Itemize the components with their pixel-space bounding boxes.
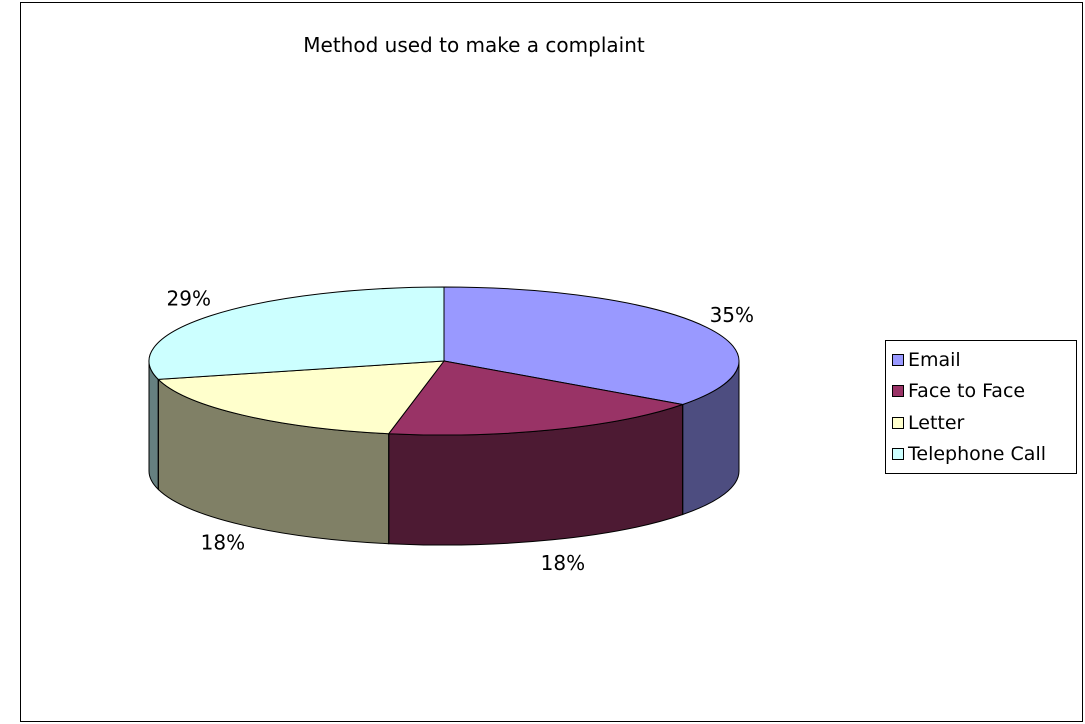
pie-slice-face-to-face [387,360,685,436]
pie-slice-telephone-call [148,286,445,380]
data-label-face-to-face: 18% [541,551,585,575]
legend-label-email: Email [908,348,961,371]
legend: Email Face to Face Letter Telephone Call [885,340,1077,474]
legend-swatch-letter [892,416,904,429]
data-label-letter: 18% [201,530,245,554]
pie-chart: Method used to make a complaint 35% 18% 18… [148,33,754,575]
legend-item-letter: Letter [892,407,1076,439]
pie-slice-letter [157,360,446,435]
legend-label-letter: Letter [908,411,965,434]
data-label-telephone-call: 29% [167,286,211,310]
chart-area: Method used to make a complaint 35% 18% 18… [20,2,1083,722]
legend-item-email: Email [892,344,1076,376]
legend-label-face-to-face: Face to Face [908,380,1026,403]
legend-swatch-face-to-face [892,385,904,398]
legend-swatch-telephone-call [892,448,904,461]
legend-label-telephone-call: Telephone Call [908,443,1047,466]
chart-title: Method used to make a complaint [303,33,645,57]
legend-swatch-email [892,353,904,366]
legend-item-telephone-call: Telephone Call [892,439,1076,471]
pie-slices [148,286,740,436]
data-label-email: 35% [710,303,754,327]
slice-side-telephone-call [148,360,159,491]
data-labels: 35% 18% 18% 29% [167,286,754,575]
legend-item-face-to-face: Face to Face [892,376,1076,408]
pie-slice-email [443,286,740,406]
